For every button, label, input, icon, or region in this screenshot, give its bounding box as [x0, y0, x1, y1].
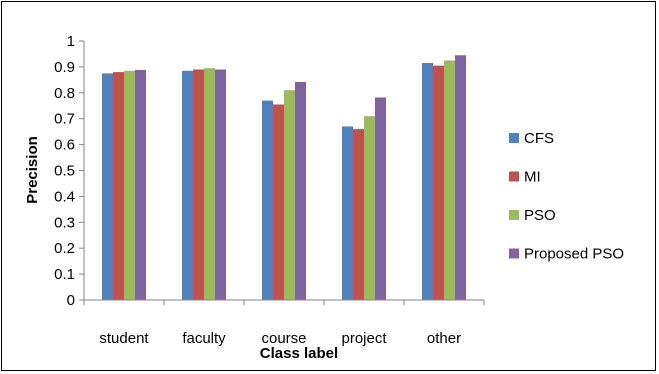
- axes: 0 0.1 0.2 0.3 0.4 0.5 0.6 0.7 0.8 0.9 1 student facu…: [54, 33, 485, 347]
- bar-proposed-pso-faculty: [215, 69, 226, 301]
- x-tick-label-course: course: [261, 330, 306, 347]
- y-tick-label: 0.1: [54, 266, 75, 283]
- legend-swatch-proposed-pso: [509, 248, 519, 259]
- y-tick-label: 0.9: [54, 59, 75, 76]
- bar-mi-course: [273, 104, 284, 300]
- x-tick-label-project: project: [341, 330, 387, 347]
- y-tick-label: 0.5: [54, 163, 75, 180]
- y-tick-label: 0.6: [54, 137, 75, 154]
- bar-proposed-pso-other: [455, 55, 466, 301]
- bar-cfs-project: [342, 126, 353, 300]
- legend-label-proposed-pso: Proposed PSO: [524, 246, 624, 263]
- legend-swatch-cfs: [509, 133, 519, 143]
- y-tick-label: 0.3: [54, 214, 75, 231]
- x-tick-label-faculty: faculty: [182, 330, 226, 347]
- bar-cfs-faculty: [182, 70, 193, 300]
- bar-pso-project: [364, 116, 375, 300]
- x-tick-label-other: other: [427, 330, 461, 347]
- y-axis-title: Precision: [24, 136, 41, 204]
- bar-mi-faculty: [193, 69, 204, 301]
- legend-label-pso: PSO: [524, 207, 556, 224]
- bar-proposed-pso-course: [295, 81, 306, 300]
- y-tick-label: 0.2: [54, 240, 75, 257]
- bar-mi-project: [353, 129, 364, 300]
- x-tick-label-student: student: [99, 330, 149, 347]
- legend-label-cfs: CFS: [524, 130, 554, 147]
- bar-pso-student: [124, 70, 135, 300]
- bar-proposed-pso-project: [375, 97, 386, 300]
- plot-area: [102, 55, 466, 301]
- y-tick-label: 0.8: [54, 85, 75, 102]
- bar-cfs-student: [102, 73, 113, 300]
- legend-label-mi: MI: [524, 169, 541, 186]
- bar-cfs-other: [422, 63, 433, 300]
- y-tick-label: 0: [67, 292, 75, 309]
- bar-mi-other: [433, 65, 444, 300]
- legend: CFS MI PSO Proposed PSO: [509, 130, 624, 263]
- x-axis-title: Class label: [260, 345, 338, 362]
- bar-pso-course: [284, 90, 295, 301]
- bar-proposed-pso-student: [135, 70, 146, 301]
- legend-swatch-pso: [509, 210, 519, 220]
- bar-pso-other: [444, 60, 455, 300]
- bar-mi-student: [113, 72, 124, 300]
- y-tick-label: 0.4: [54, 188, 75, 205]
- bar-pso-faculty: [204, 68, 215, 300]
- legend-swatch-mi: [509, 171, 519, 182]
- y-tick-label: 0.7: [54, 111, 75, 128]
- y-tick-label: 1: [67, 33, 75, 50]
- bar-cfs-course: [262, 100, 273, 300]
